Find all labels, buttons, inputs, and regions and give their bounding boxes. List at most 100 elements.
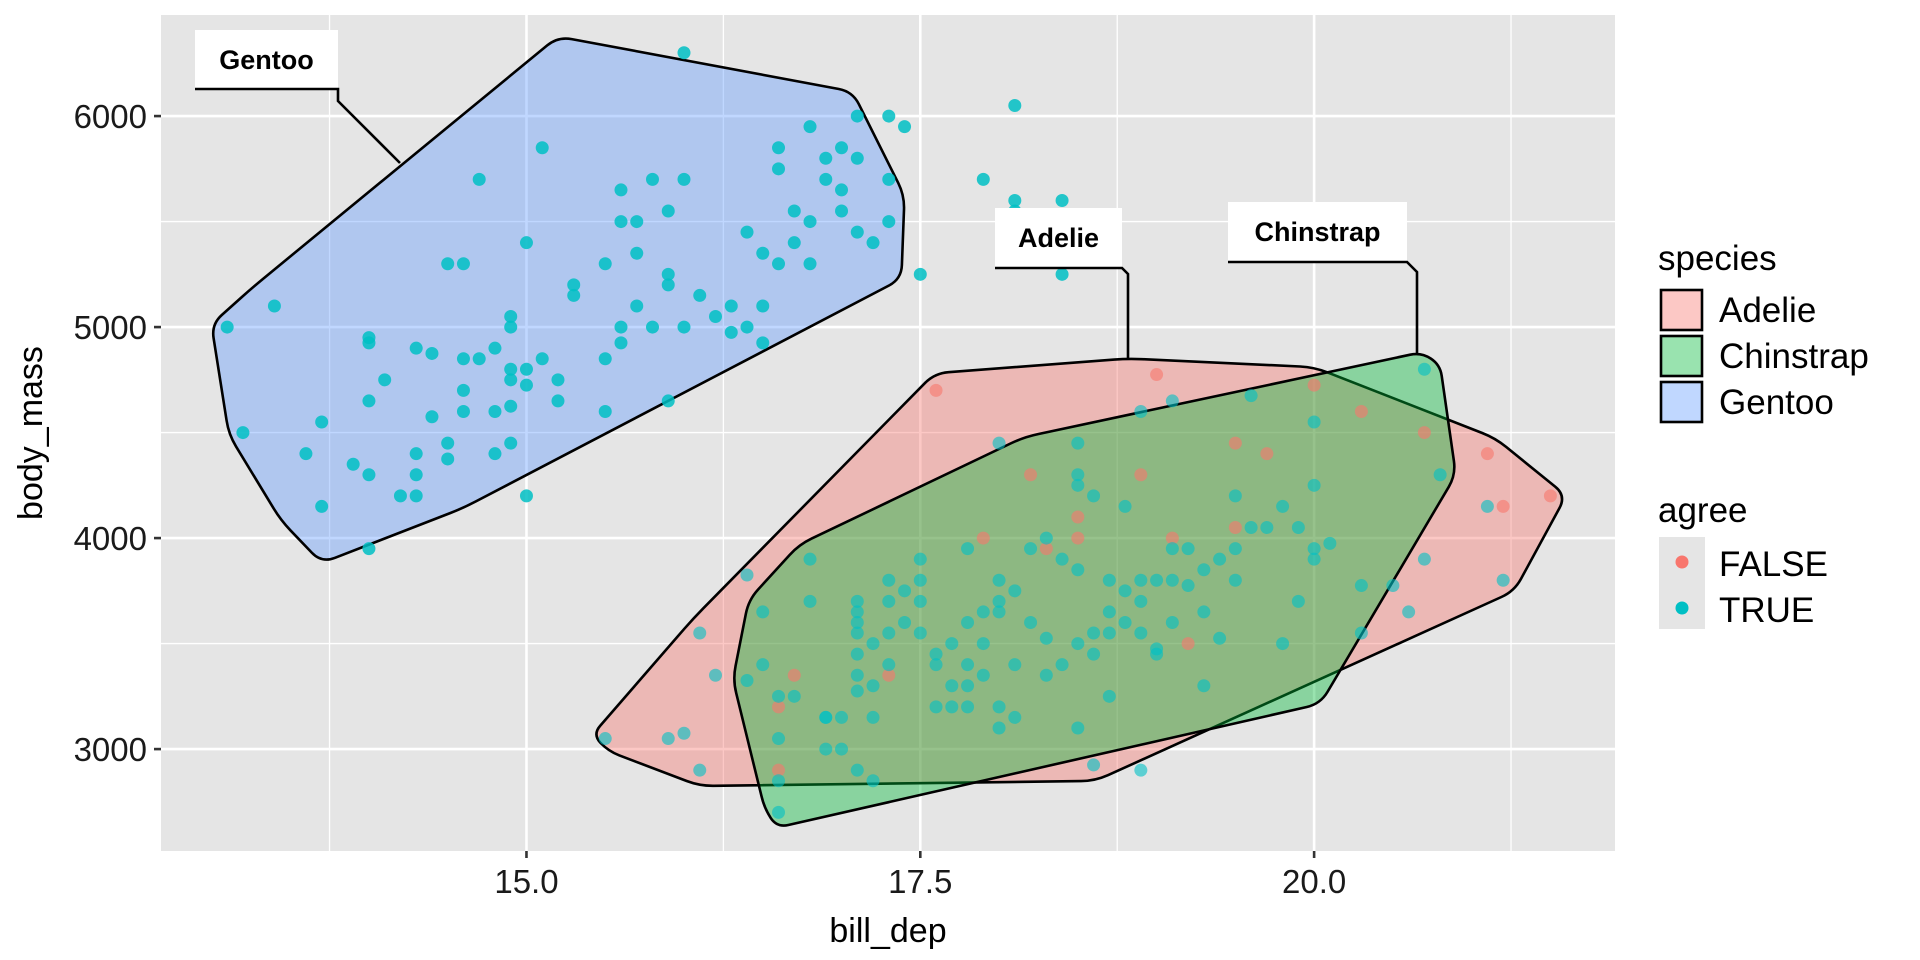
point-gentoo-true	[614, 336, 628, 350]
point-chinstrap-true	[756, 658, 770, 672]
annotation-connector-chinstrap	[1228, 260, 1419, 353]
point-chinstrap-true	[1323, 536, 1337, 550]
point-gentoo-true	[441, 452, 455, 466]
legend-label-adelie: Adelie	[1719, 291, 1816, 330]
point-gentoo-true	[740, 225, 754, 239]
point-adelie-false	[1039, 542, 1053, 556]
point-chinstrap-true	[1197, 563, 1211, 577]
point-chinstrap-true	[898, 584, 912, 598]
point-chinstrap-true	[1071, 436, 1085, 450]
point-gentoo-true	[835, 204, 849, 218]
point-chinstrap-true	[1291, 594, 1305, 608]
legend-key-bg-adelie	[1660, 289, 1703, 331]
point-gentoo-true	[835, 141, 849, 155]
x-axis-title: bill_dep	[829, 912, 946, 950]
point-adelie-false	[1496, 499, 1510, 513]
point-chinstrap-true	[961, 615, 975, 629]
point-adelie-false	[772, 700, 786, 714]
point-chinstrap-true	[772, 732, 786, 746]
point-adelie-true	[598, 732, 612, 746]
legend-key-bg-chinstrap	[1660, 335, 1703, 377]
legend-label-true: TRUE	[1719, 591, 1814, 630]
point-chinstrap-true	[835, 710, 849, 724]
point-adelie-false	[1024, 468, 1038, 482]
point-chinstrap-true	[1165, 542, 1179, 556]
annotations: Gentoo Adelie Chinstrap	[195, 30, 1419, 358]
point-chinstrap-true	[1276, 499, 1290, 513]
point-chinstrap-true	[1244, 389, 1258, 403]
point-adelie-false	[787, 668, 801, 682]
point-gentoo-true	[425, 346, 439, 360]
point-chinstrap-true	[1008, 584, 1022, 598]
point-chinstrap-true	[1102, 626, 1116, 640]
point-chinstrap-true	[882, 573, 896, 587]
point-chinstrap-true	[866, 710, 880, 724]
point-gentoo-true	[504, 399, 518, 413]
point-gentoo-true	[645, 320, 659, 334]
point-chinstrap-true	[850, 763, 864, 777]
point-chinstrap-true	[1307, 552, 1321, 566]
point-gentoo-true	[551, 373, 565, 387]
point-gentoo-true	[362, 394, 376, 408]
annotation-box-chinstrap	[1228, 202, 1407, 262]
point-chinstrap-true	[1307, 415, 1321, 429]
point-adelie-false	[1228, 436, 1242, 450]
point-chinstrap-true	[961, 700, 975, 714]
point-chinstrap-true	[1055, 658, 1069, 672]
point-chinstrap-true	[1118, 499, 1132, 513]
point-chinstrap-true	[1228, 489, 1242, 503]
point-chinstrap-true	[898, 615, 912, 629]
point-chinstrap-true	[913, 573, 927, 587]
point-chinstrap-true	[850, 594, 864, 608]
point-chinstrap-true	[961, 679, 975, 693]
point-chinstrap-true	[945, 679, 959, 693]
point-gentoo-true	[567, 288, 581, 302]
point-chinstrap-true	[882, 594, 896, 608]
point-gentoo-true	[976, 172, 990, 186]
point-chinstrap-true	[945, 637, 959, 651]
point-gentoo-true	[661, 267, 675, 281]
point-gentoo-true	[504, 436, 518, 450]
point-chinstrap-true	[1071, 637, 1085, 651]
point-adelie-true	[992, 436, 1006, 450]
point-gentoo-true	[645, 172, 659, 186]
point-gentoo-true	[456, 257, 470, 271]
point-chinstrap-true	[850, 605, 864, 619]
point-chinstrap-true	[787, 689, 801, 703]
point-chinstrap-true	[772, 689, 786, 703]
point-chinstrap-true	[1165, 615, 1179, 629]
point-chinstrap-true	[1024, 615, 1038, 629]
point-gentoo-true	[772, 162, 786, 176]
point-chinstrap-true	[1134, 763, 1148, 777]
legend-label-false: FALSE	[1719, 545, 1828, 584]
point-gentoo-true	[614, 215, 628, 229]
point-gentoo-true	[835, 183, 849, 197]
point-chinstrap-true	[1008, 658, 1022, 672]
point-gentoo-true	[866, 236, 880, 250]
point-gentoo-true	[661, 394, 675, 408]
point-adelie-true	[1354, 626, 1368, 640]
point-gentoo-true	[1055, 193, 1069, 207]
point-gentoo-true	[504, 362, 518, 376]
point-gentoo-true	[614, 320, 628, 334]
point-gentoo-true	[299, 447, 313, 461]
y-tick-label: 6000	[74, 98, 147, 135]
point-gentoo-true	[787, 204, 801, 218]
point-chinstrap-true	[772, 774, 786, 788]
point-gentoo-true	[1008, 193, 1022, 207]
point-chinstrap-true	[866, 637, 880, 651]
point-chinstrap-true	[992, 573, 1006, 587]
point-chinstrap-true	[961, 542, 975, 556]
point-adelie-true	[1480, 499, 1494, 513]
point-gentoo-true	[551, 394, 565, 408]
point-gentoo-true	[598, 257, 612, 271]
point-gentoo-true	[220, 320, 234, 334]
point-gentoo-true	[677, 172, 691, 186]
point-chinstrap-true	[866, 679, 880, 693]
point-gentoo-true	[409, 489, 423, 503]
point-chinstrap-true	[976, 668, 990, 682]
legend-label-chinstrap: Chinstrap	[1719, 337, 1869, 376]
point-gentoo-true	[724, 325, 738, 339]
point-gentoo-true	[614, 183, 628, 197]
point-gentoo-true	[1008, 99, 1022, 113]
